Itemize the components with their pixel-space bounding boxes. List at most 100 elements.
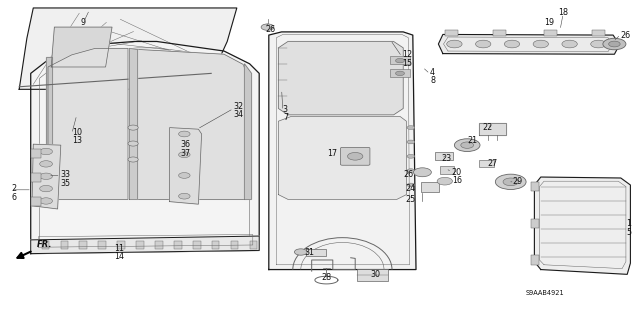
Polygon shape <box>32 144 61 209</box>
Bar <box>250 241 257 249</box>
Circle shape <box>454 139 480 152</box>
Polygon shape <box>479 123 506 135</box>
Text: 21: 21 <box>467 137 477 145</box>
Polygon shape <box>48 48 128 199</box>
Bar <box>390 69 410 77</box>
Circle shape <box>128 157 138 162</box>
Circle shape <box>40 185 52 192</box>
Text: 10: 10 <box>72 128 82 137</box>
Polygon shape <box>138 49 246 199</box>
Circle shape <box>179 173 190 178</box>
Bar <box>306 249 326 256</box>
Bar <box>592 30 605 36</box>
Polygon shape <box>244 64 252 199</box>
Polygon shape <box>534 177 630 274</box>
Bar <box>230 241 238 249</box>
Text: 28: 28 <box>321 273 332 282</box>
Bar <box>42 241 49 249</box>
Text: 23: 23 <box>442 154 452 163</box>
Text: 31: 31 <box>305 248 315 256</box>
Circle shape <box>437 177 452 185</box>
Bar <box>445 30 458 36</box>
Text: 24: 24 <box>406 184 416 193</box>
Polygon shape <box>51 27 112 67</box>
Circle shape <box>495 174 526 189</box>
Text: 29: 29 <box>512 177 522 186</box>
Bar <box>79 241 87 249</box>
Polygon shape <box>278 41 403 115</box>
Circle shape <box>179 152 190 158</box>
Text: 20: 20 <box>452 168 462 177</box>
Circle shape <box>504 40 520 48</box>
Polygon shape <box>170 128 202 204</box>
Bar <box>544 30 557 36</box>
Text: 36: 36 <box>180 140 191 149</box>
Circle shape <box>128 125 138 130</box>
Bar <box>174 241 182 249</box>
Text: 19: 19 <box>544 18 554 27</box>
Bar <box>531 182 539 191</box>
Circle shape <box>396 58 404 63</box>
Text: 17: 17 <box>327 149 337 158</box>
Text: 6: 6 <box>12 193 17 202</box>
Bar <box>61 241 68 249</box>
Circle shape <box>407 154 415 158</box>
Text: 25: 25 <box>406 195 416 204</box>
Text: 12: 12 <box>402 50 412 59</box>
Text: 27: 27 <box>488 159 498 168</box>
Circle shape <box>603 38 626 50</box>
Polygon shape <box>129 48 138 199</box>
Circle shape <box>396 71 404 76</box>
Bar <box>421 182 439 192</box>
Circle shape <box>562 40 577 48</box>
Circle shape <box>179 131 190 137</box>
Bar <box>440 166 454 174</box>
Polygon shape <box>269 32 416 270</box>
Bar <box>212 241 220 249</box>
Bar <box>493 30 506 36</box>
Text: 15: 15 <box>402 59 412 68</box>
Text: 8: 8 <box>430 76 435 85</box>
Text: 11: 11 <box>114 244 124 253</box>
Text: 18: 18 <box>558 8 568 17</box>
Text: 1: 1 <box>626 219 631 228</box>
Bar <box>155 241 163 249</box>
Circle shape <box>413 168 431 177</box>
Text: 3: 3 <box>283 105 288 114</box>
Circle shape <box>128 141 138 146</box>
Polygon shape <box>46 57 52 199</box>
Circle shape <box>407 169 415 173</box>
Bar <box>31 149 41 158</box>
Polygon shape <box>438 34 620 54</box>
Text: 33: 33 <box>61 170 71 179</box>
Bar <box>531 255 539 265</box>
Circle shape <box>407 140 415 144</box>
Bar <box>31 197 41 206</box>
Text: 26: 26 <box>621 31 631 40</box>
Circle shape <box>591 40 606 48</box>
Text: 16: 16 <box>452 176 462 185</box>
Circle shape <box>40 173 52 179</box>
Bar <box>31 173 41 182</box>
Circle shape <box>476 40 491 48</box>
Circle shape <box>40 148 52 155</box>
Circle shape <box>179 193 190 199</box>
Circle shape <box>533 40 548 48</box>
Bar <box>357 269 388 281</box>
Text: 13: 13 <box>72 136 82 145</box>
Bar <box>193 241 200 249</box>
Circle shape <box>407 126 415 130</box>
Circle shape <box>609 41 620 47</box>
Circle shape <box>461 142 474 148</box>
Polygon shape <box>31 41 259 254</box>
Polygon shape <box>19 8 237 89</box>
Circle shape <box>407 183 415 187</box>
Text: FR.: FR. <box>37 240 52 249</box>
FancyBboxPatch shape <box>340 147 370 165</box>
Bar <box>531 219 539 228</box>
Polygon shape <box>278 116 406 199</box>
Text: 32: 32 <box>234 102 244 111</box>
Text: 7: 7 <box>283 113 288 122</box>
Bar <box>136 241 144 249</box>
Text: 5: 5 <box>626 228 631 237</box>
